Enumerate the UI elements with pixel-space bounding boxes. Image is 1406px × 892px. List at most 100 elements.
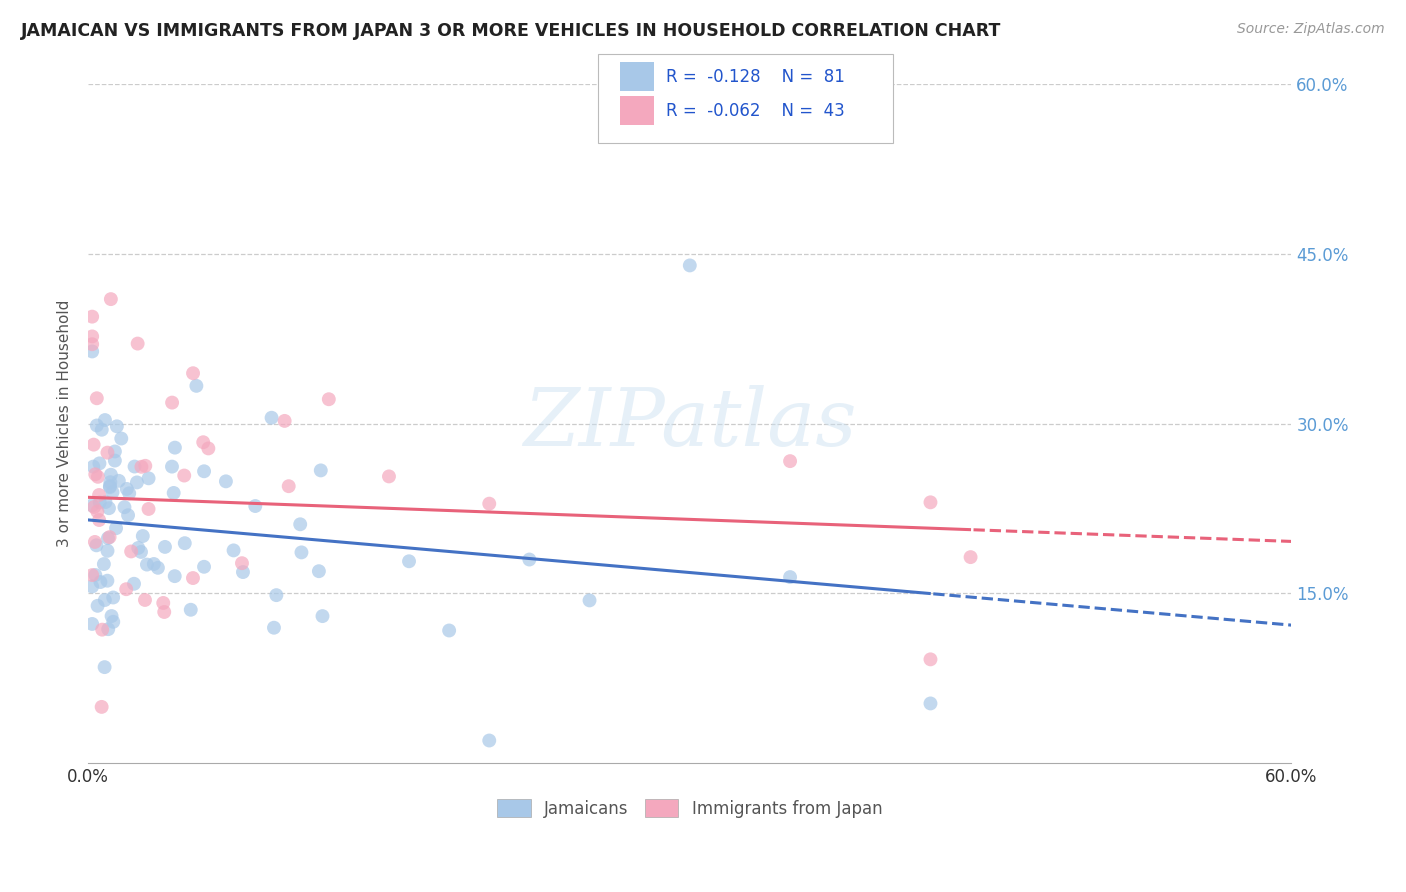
Point [309, 463, 332, 477]
Point [110, 432, 132, 446]
Point [82, 329, 104, 343]
Point [118, 486, 141, 500]
Point [83, 535, 105, 549]
Point [100, 292, 122, 306]
Point [83, 500, 105, 514]
Legend: Jamaicans, Immigrants from Japan: Jamaicans, Immigrants from Japan [492, 795, 887, 822]
Point [98, 501, 121, 516]
Point [82, 499, 104, 513]
Point [146, 561, 169, 575]
Point [83, 437, 105, 451]
Point [87, 488, 110, 502]
Point [94, 495, 117, 509]
Point [108, 474, 131, 488]
Point [82, 337, 104, 351]
Point [86, 505, 108, 519]
Point [125, 475, 148, 490]
Text: ZIPatlas: ZIPatlas [523, 385, 856, 463]
Point [136, 558, 159, 572]
Point [266, 588, 288, 602]
Point [193, 464, 215, 478]
Point [478, 497, 501, 511]
Point [98, 480, 121, 494]
Point [115, 482, 138, 496]
Point [290, 517, 312, 532]
Point [96, 574, 118, 588]
Point [117, 508, 139, 523]
Point [578, 593, 600, 607]
Point [920, 652, 942, 666]
Point [231, 556, 253, 570]
Text: JAMAICAN VS IMMIGRANTS FROM JAPAN 3 OR MORE VEHICLES IN HOUSEHOLD CORRELATION CH: JAMAICAN VS IMMIGRANTS FROM JAPAN 3 OR M… [21, 22, 1001, 40]
Point [138, 502, 160, 516]
Point [138, 471, 160, 485]
Point [378, 469, 401, 483]
Point [127, 336, 149, 351]
Point [131, 459, 153, 474]
Point [104, 453, 127, 467]
Point [98, 475, 121, 490]
Point [97, 531, 120, 545]
Point [215, 475, 238, 489]
Point [181, 571, 204, 585]
Point [311, 609, 333, 624]
Point [519, 552, 541, 566]
Point [96, 445, 118, 459]
Point [134, 593, 156, 607]
Point [90, 423, 112, 437]
Point [163, 441, 186, 455]
Point [153, 605, 176, 619]
Point [89, 456, 111, 470]
Point [101, 485, 124, 500]
Point [90, 699, 112, 714]
Point [82, 310, 104, 324]
Point [134, 458, 156, 473]
Point [114, 500, 136, 515]
Point [163, 569, 186, 583]
Point [82, 617, 104, 632]
Point [82, 568, 104, 582]
Point [122, 576, 145, 591]
Point [273, 414, 295, 428]
Point [920, 495, 942, 509]
Point [87, 470, 110, 484]
Point [290, 545, 312, 559]
Point [277, 479, 299, 493]
Point [97, 622, 120, 636]
Point [86, 599, 108, 613]
Point [263, 621, 285, 635]
Point [100, 609, 122, 624]
Point [101, 591, 124, 605]
Point [86, 391, 108, 405]
Point [124, 459, 146, 474]
Point [98, 530, 121, 544]
Point [84, 568, 107, 582]
Point [94, 413, 117, 427]
Point [96, 544, 118, 558]
Point [103, 615, 125, 629]
Point [142, 557, 165, 571]
Point [173, 536, 195, 550]
Point [153, 540, 176, 554]
Point [160, 459, 183, 474]
Point [959, 550, 981, 565]
Point [86, 418, 108, 433]
Text: R =  -0.062    N =  43: R = -0.062 N = 43 [666, 102, 845, 120]
Point [93, 557, 115, 571]
Point [82, 579, 104, 593]
Point [779, 570, 801, 584]
Point [308, 564, 330, 578]
Point [89, 513, 111, 527]
Text: R =  -0.128    N =  81: R = -0.128 N = 81 [666, 68, 845, 86]
Point [82, 344, 104, 359]
Point [193, 559, 215, 574]
Point [93, 660, 115, 674]
Y-axis label: 3 or more Vehicles in Household: 3 or more Vehicles in Household [58, 300, 72, 548]
Point [232, 565, 254, 579]
Point [163, 486, 186, 500]
Point [129, 545, 152, 559]
Point [89, 495, 111, 509]
Point [193, 435, 215, 450]
Point [222, 543, 245, 558]
Point [318, 392, 340, 407]
